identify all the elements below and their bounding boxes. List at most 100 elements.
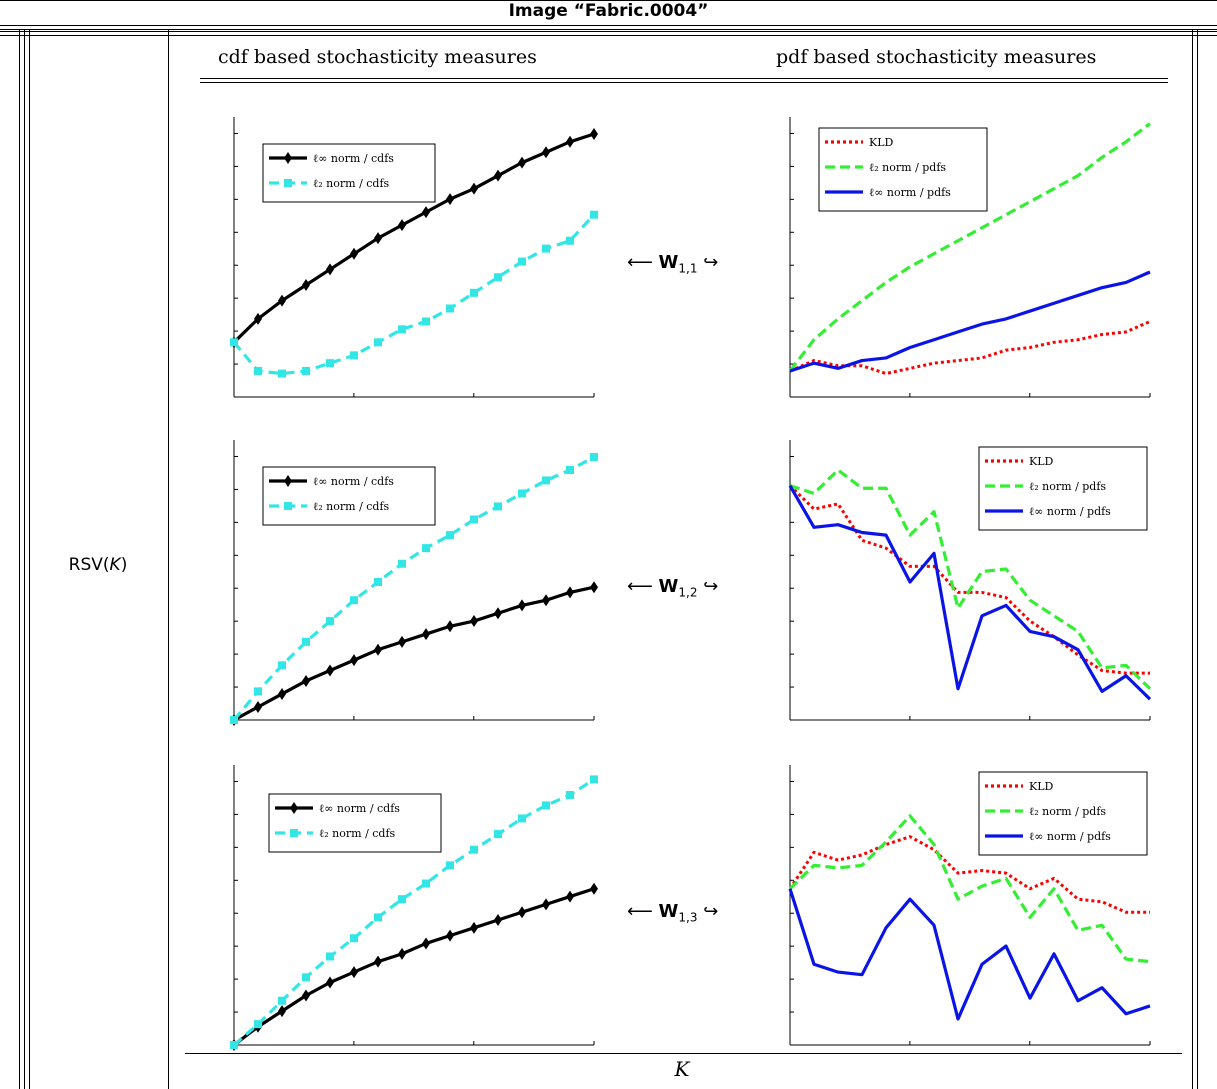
- legend-box: [268, 793, 442, 853]
- data-point-marker: [254, 312, 262, 325]
- legend-label: ℓ∞ norm / pdfs: [869, 186, 951, 199]
- x-axis-label: K: [674, 1057, 690, 1081]
- frame-right-line-2: [1197, 30, 1198, 1089]
- data-point-marker: [278, 687, 286, 700]
- data-point-marker: [590, 210, 598, 219]
- data-point-marker: [350, 934, 358, 943]
- connector-symbol: W: [658, 576, 679, 597]
- data-point-marker: [374, 643, 382, 656]
- legend-label: ℓ₂ norm / cdfs: [319, 827, 396, 840]
- data-point-marker: [590, 882, 598, 895]
- data-point-marker: [230, 1041, 238, 1049]
- legend: ℓ∞ norm / cdfs ℓ₂ norm / cdfs: [262, 143, 436, 203]
- data-point-marker: [518, 489, 526, 498]
- connector-symbol: W: [658, 252, 679, 273]
- data-point-marker: [350, 654, 358, 667]
- data-point-marker: [494, 273, 502, 282]
- data-point-marker: [446, 531, 454, 540]
- row-label-text: RSV(: [68, 555, 110, 575]
- legend: KLD ℓ₂ norm / pdfs ℓ∞ norm / pdfs: [978, 446, 1148, 531]
- connector-subscript: 1,2: [678, 585, 698, 600]
- data-point-marker: [230, 338, 238, 347]
- legend-label: KLD: [1029, 780, 1054, 793]
- connector-subscript: 1,3: [678, 910, 698, 925]
- data-point-marker: [470, 515, 478, 524]
- data-point-marker: [494, 607, 502, 620]
- series-line-1: [232, 778, 595, 1047]
- frame-top-line: [0, 0, 1217, 1]
- frame-left-line-2: [24, 30, 25, 1089]
- data-point-marker: [422, 317, 430, 326]
- data-point-marker: [542, 801, 550, 810]
- data-point-marker: [398, 559, 406, 568]
- data-point-marker: [422, 206, 430, 219]
- data-point-marker: [494, 830, 502, 839]
- legend: ℓ∞ norm / cdfs ℓ₂ norm / cdfs: [262, 466, 436, 526]
- data-point-marker: [422, 937, 430, 950]
- image-title: Image “Fabric.0004”: [508, 1, 709, 21]
- legend-box: [262, 143, 436, 203]
- data-point-marker: [590, 581, 598, 594]
- legend-label: ℓ₂ norm / pdfs: [1029, 805, 1106, 818]
- data-point-marker: [518, 599, 526, 612]
- connector-w13: ⟵ W1,3 ↪: [627, 901, 718, 925]
- data-point-marker: [302, 989, 310, 1002]
- row-label-variable: K: [109, 555, 121, 575]
- series-line-0: [233, 887, 595, 1047]
- series-line-0: [233, 585, 595, 722]
- series-line-1: [232, 213, 596, 376]
- data-point-marker: [446, 620, 454, 633]
- connector-w12: ⟵ W1,2 ↪: [627, 576, 718, 600]
- data-point-marker: [326, 617, 334, 626]
- data-point-marker: [350, 247, 358, 260]
- data-point-marker: [278, 661, 286, 670]
- data-point-marker: [326, 976, 334, 989]
- series-line-0: [232, 132, 595, 344]
- data-point-marker: [398, 635, 406, 648]
- data-point-marker: [566, 466, 574, 475]
- chart-pdf-w13: KLD ℓ₂ norm / pdfs ℓ∞ norm / pdfs: [788, 765, 1151, 1046]
- data-point-marker: [326, 359, 334, 368]
- data-point-marker: [398, 219, 406, 232]
- left-arrow-icon: ⟵: [627, 576, 653, 597]
- series-line-1: [788, 814, 1151, 964]
- data-point-marker: [254, 700, 262, 713]
- connector-subscript: 1,1: [678, 261, 698, 276]
- legend-label: ℓ∞ norm / cdfs: [313, 152, 394, 165]
- data-point-marker: [470, 182, 478, 195]
- data-point-marker: [494, 169, 502, 182]
- data-point-marker: [398, 895, 406, 904]
- data-point-marker: [398, 947, 406, 960]
- data-point-marker: [254, 687, 262, 696]
- data-point-marker: [470, 921, 478, 934]
- data-point-marker: [350, 351, 358, 360]
- data-point-marker: [302, 366, 310, 375]
- data-point-marker: [566, 890, 574, 903]
- data-point-marker: [542, 476, 550, 485]
- colhead-rule-1: [200, 78, 1168, 79]
- legend-label: ℓ₂ norm / cdfs: [313, 177, 390, 190]
- frame-title-under-line-2: [0, 29, 1217, 30]
- data-point-marker: [422, 628, 430, 641]
- legend-label: KLD: [1029, 455, 1054, 468]
- series-line-2: [789, 270, 1151, 373]
- data-point-marker: [470, 615, 478, 628]
- frame-label-col-line: [168, 30, 169, 1089]
- data-point-marker: [566, 135, 574, 148]
- data-point-marker: [422, 879, 430, 888]
- series-line-1: [788, 122, 1151, 372]
- series-line-0: [788, 835, 1150, 914]
- data-point-marker: [518, 814, 526, 823]
- data-point-marker: [542, 898, 550, 911]
- data-point-marker: [470, 845, 478, 854]
- legend-box: [818, 127, 988, 212]
- hook-arrow-icon: ↪: [703, 901, 719, 922]
- frame-title-under-line-1: [0, 25, 1217, 26]
- data-point-marker: [302, 674, 310, 687]
- data-point-marker: [326, 263, 334, 276]
- chart-cdf-w11: ℓ∞ norm / cdfs ℓ₂ norm / cdfs: [230, 117, 598, 398]
- data-point-marker: [494, 502, 502, 511]
- column-header-pdf: pdf based stochasticity measures: [776, 46, 1097, 68]
- data-point-marker: [374, 577, 382, 586]
- series-line-1: [232, 455, 595, 722]
